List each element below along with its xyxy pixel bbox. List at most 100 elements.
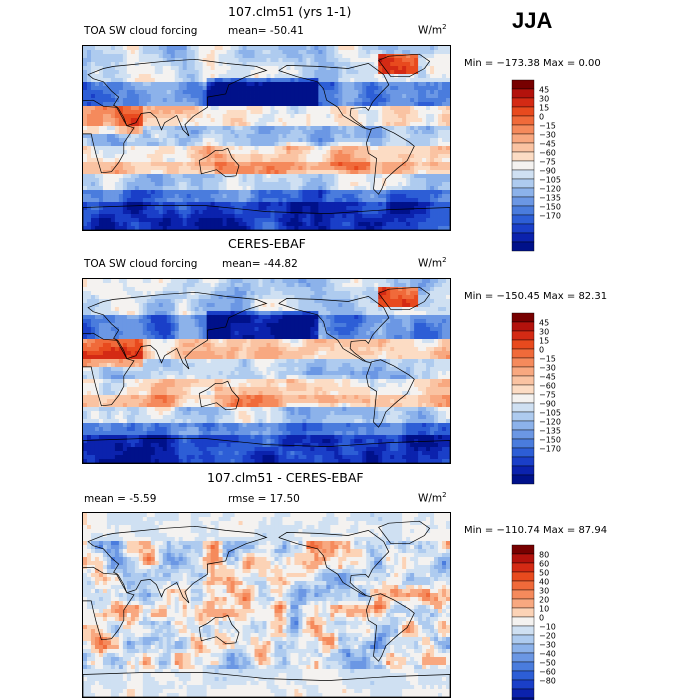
heatmap-cell — [182, 98, 188, 103]
heatmap-cell — [178, 86, 184, 91]
heatmap-cell — [302, 182, 307, 187]
heatmap-cell — [314, 122, 319, 127]
heatmap-cell — [274, 94, 279, 99]
heatmap-cell — [358, 303, 363, 308]
heatmap-cell — [270, 178, 275, 183]
heatmap-cell — [366, 70, 371, 75]
heatmap-cell — [398, 102, 403, 107]
heatmap-cell — [442, 214, 447, 219]
heatmap-cell — [262, 70, 267, 75]
heatmap-cell — [126, 74, 132, 79]
heatmap-cell — [134, 174, 140, 179]
heatmap-cell — [386, 50, 391, 55]
heatmap-cell — [366, 66, 371, 71]
heatmap-cell — [258, 279, 263, 284]
heatmap-cell — [130, 283, 136, 288]
heatmap-cell — [90, 198, 96, 203]
heatmap-cell — [358, 146, 363, 151]
heatmap-cell — [418, 198, 423, 203]
heatmap-cell — [286, 98, 291, 103]
heatmap-cell — [418, 182, 423, 187]
heatmap-cell — [202, 74, 208, 79]
heatmap-cell — [386, 74, 391, 79]
heatmap-cell — [330, 218, 335, 223]
heatmap-cell — [83, 162, 88, 167]
heatmap-cell — [338, 46, 343, 51]
heatmap-cell — [374, 86, 379, 91]
heatmap-cell — [446, 146, 450, 151]
heatmap-cell — [206, 154, 212, 159]
heatmap-cell — [342, 226, 347, 230]
heatmap-cell — [438, 170, 443, 175]
heatmap-cell — [334, 54, 339, 59]
heatmap-cell — [218, 130, 224, 135]
heatmap-cell — [410, 114, 415, 119]
heatmap-cell — [398, 70, 403, 75]
heatmap-cell — [258, 158, 263, 163]
heatmap-cell — [302, 162, 307, 167]
heatmap-cell — [302, 62, 307, 67]
heatmap-cell — [210, 90, 216, 95]
heatmap-cell — [298, 102, 303, 107]
heatmap-cell — [86, 218, 92, 223]
heatmap-cell — [374, 102, 379, 107]
heatmap-cell — [118, 114, 124, 119]
heatmap-cell — [102, 74, 108, 79]
heatmap-cell — [222, 303, 228, 308]
legend-level-label: 45 — [539, 86, 549, 95]
heatmap-cell — [250, 154, 255, 159]
heatmap-cell — [394, 46, 399, 51]
heatmap-cell — [154, 295, 160, 300]
heatmap-cell — [214, 54, 220, 59]
heatmap-cell — [222, 58, 228, 63]
heatmap-cell — [130, 66, 136, 71]
heatmap-cell — [294, 154, 299, 159]
heatmap-cell — [370, 186, 375, 191]
heatmap-cell — [226, 78, 231, 83]
heatmap-cell — [434, 226, 439, 230]
heatmap-cell — [186, 50, 192, 55]
heatmap-cell — [310, 170, 315, 175]
heatmap-cell — [274, 58, 279, 63]
heatmap-cell — [286, 222, 291, 227]
heatmap-cell — [190, 90, 196, 95]
heatmap-cell — [378, 66, 383, 71]
heatmap-cell — [86, 130, 92, 135]
heatmap-cell — [290, 146, 295, 151]
heatmap-cell — [406, 166, 411, 171]
heatmap-cell — [150, 50, 156, 55]
heatmap-cell — [354, 70, 359, 75]
heatmap-cell — [206, 303, 212, 308]
heatmap-cell — [126, 54, 132, 59]
heatmap-cell — [406, 86, 411, 91]
heatmap-cell — [250, 58, 255, 63]
heatmap-cell — [446, 66, 450, 71]
heatmap-cell — [258, 198, 263, 203]
heatmap-cell — [266, 190, 271, 195]
heatmap-cell — [354, 198, 359, 203]
heatmap-cell — [106, 210, 112, 215]
heatmap-cell — [234, 130, 239, 135]
heatmap-cell — [430, 291, 435, 296]
heatmap-cell — [426, 174, 431, 179]
heatmap-cell — [294, 54, 299, 59]
heatmap-cell — [294, 90, 299, 95]
heatmap-cell — [186, 62, 192, 67]
heatmap-cell — [326, 142, 331, 147]
heatmap-cell — [298, 130, 303, 135]
heatmap-cell — [426, 214, 431, 219]
heatmap-cell — [234, 303, 239, 308]
heatmap-cell — [170, 158, 176, 163]
heatmap-cell — [418, 162, 423, 167]
heatmap-cell — [274, 182, 279, 187]
heatmap-cell — [178, 198, 184, 203]
heatmap-cell — [186, 198, 192, 203]
heatmap-cell — [410, 66, 415, 71]
heatmap-cell — [242, 299, 247, 304]
heatmap-cell — [118, 98, 124, 103]
heatmap-cell — [334, 94, 339, 99]
heatmap-cell — [342, 62, 347, 67]
heatmap-cell — [346, 102, 351, 107]
heatmap-cell — [430, 218, 435, 223]
heatmap-cell — [130, 202, 136, 207]
